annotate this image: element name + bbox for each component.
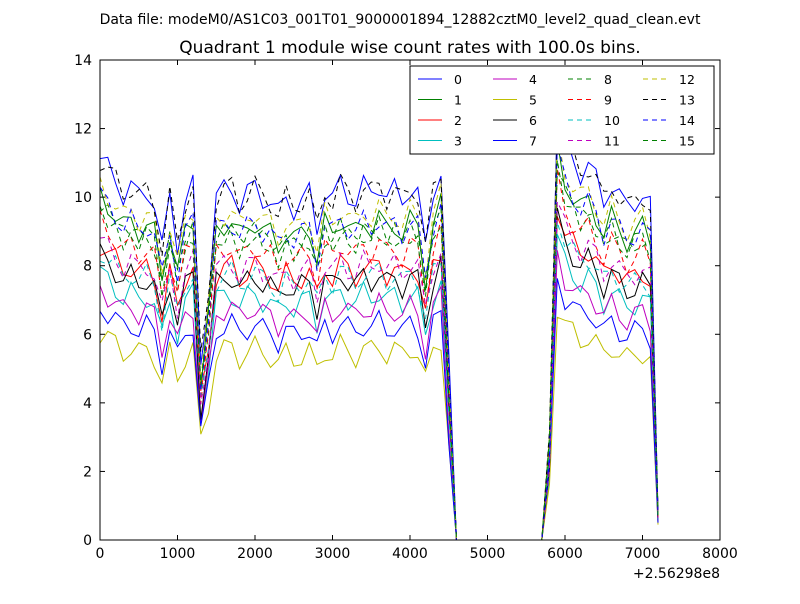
legend-label-13: 13 (679, 93, 695, 108)
legend-label-9: 9 (604, 93, 612, 108)
y-tick-label: 10 (74, 190, 92, 206)
legend-box (409, 65, 715, 155)
legend-label-11: 11 (604, 134, 620, 149)
chart-supertitle: Data file: modeM0/AS1C03_001T01_90000018… (100, 12, 701, 28)
legend-label-2: 2 (454, 113, 462, 128)
legend-label-8: 8 (604, 72, 612, 87)
series-line-13 (99, 120, 659, 541)
series-line-7 (99, 278, 659, 541)
x-tick-label: 8000 (702, 546, 738, 562)
y-tick-label: 2 (83, 464, 92, 480)
series-line-2 (99, 216, 659, 541)
y-tick-label: 4 (83, 396, 92, 412)
y-tick-label: 0 (83, 533, 92, 549)
chart-title: Quadrant 1 module wise count rates with … (179, 38, 640, 58)
series-line-12 (99, 128, 659, 541)
legend-label-5: 5 (529, 93, 537, 108)
legend-label-3: 3 (454, 134, 462, 149)
y-tick-label: 14 (74, 53, 92, 69)
x-tick-label: 6000 (547, 546, 583, 562)
x-tick-label: 7000 (625, 546, 661, 562)
series-line-5 (99, 316, 659, 541)
legend-label-12: 12 (679, 72, 695, 87)
x-tick-label: 3000 (315, 546, 351, 562)
x-tick-label: 0 (96, 546, 105, 562)
series-line-4 (99, 250, 659, 541)
series-line-14 (99, 144, 659, 541)
series-line-8 (99, 169, 659, 541)
legend-label-10: 10 (604, 113, 620, 128)
series-line-9 (99, 168, 659, 541)
legend-label-6: 6 (529, 113, 537, 128)
x-tick-label: 1000 (160, 546, 196, 562)
axis-layer: 0 1000 2000 3000 4000 5000 6000 7000 80000246810… (74, 53, 738, 562)
y-tick-label: 6 (83, 327, 92, 343)
y-tick-label: 8 (83, 259, 92, 275)
y-tick-label: 12 (74, 122, 92, 138)
legend-label-0: 0 (454, 72, 462, 87)
legend-label-4: 4 (529, 72, 537, 87)
x-offset-label: +2.56298e8 (633, 566, 720, 582)
x-tick-label: 5000 (470, 546, 506, 562)
legend-label-14: 14 (679, 113, 695, 128)
series-line-10 (99, 222, 659, 541)
legend-label-15: 15 (679, 134, 695, 149)
legend-label-1: 1 (454, 93, 462, 108)
series-line-3 (99, 234, 659, 541)
series-layer (99, 111, 659, 541)
legend-label-7: 7 (529, 134, 537, 149)
series-line-15 (99, 160, 659, 541)
x-tick-label: 4000 (392, 546, 428, 562)
x-tick-label: 2000 (237, 546, 273, 562)
series-line-6 (99, 207, 659, 541)
